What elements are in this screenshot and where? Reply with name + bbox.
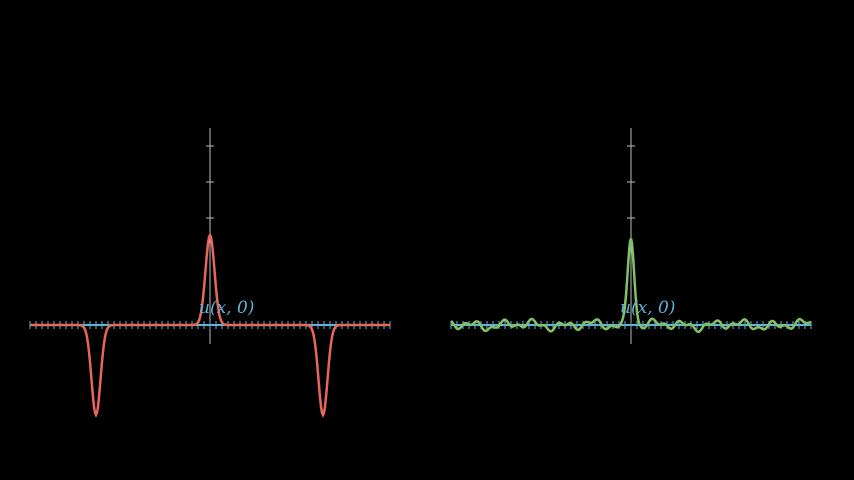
left-red-curve <box>30 231 390 419</box>
right-y-axis <box>627 128 635 344</box>
right-curve-label: u(x, 0) <box>620 298 675 318</box>
right-green-curve <box>450 238 812 334</box>
left-panel: u(x, 0) <box>29 128 391 419</box>
right-panel: u(x, 0) <box>450 128 812 344</box>
left-curve-label: u(x, 0) <box>199 298 254 318</box>
